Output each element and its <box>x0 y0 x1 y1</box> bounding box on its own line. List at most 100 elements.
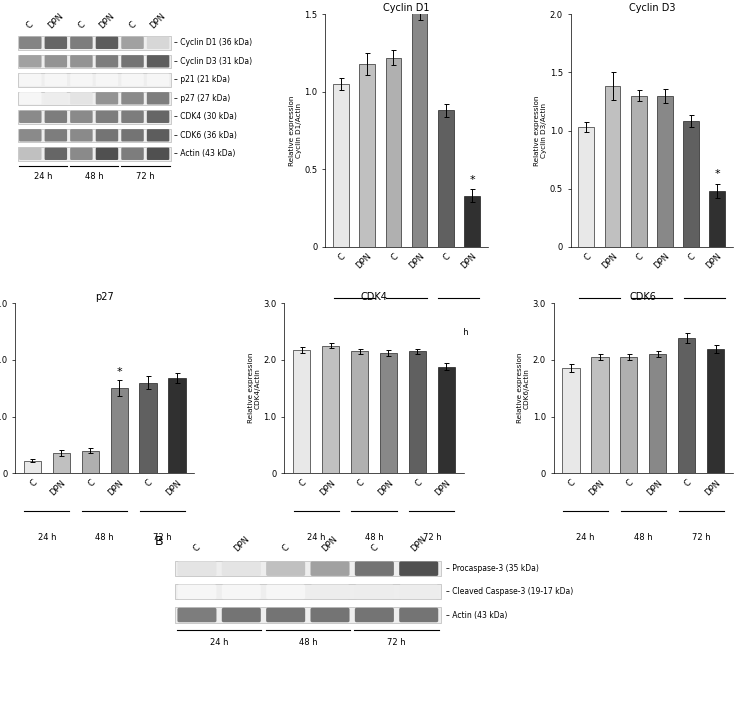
Text: 48 h: 48 h <box>85 172 103 182</box>
Y-axis label: Relative expression
Cyclin D3/Actin: Relative expression Cyclin D3/Actin <box>534 95 547 166</box>
FancyBboxPatch shape <box>121 110 144 123</box>
Text: 72 h: 72 h <box>153 533 172 542</box>
Text: C: C <box>191 543 202 553</box>
Text: 48 h: 48 h <box>643 328 661 337</box>
Title: Cyclin D3: Cyclin D3 <box>628 4 675 14</box>
Bar <box>175 585 441 600</box>
Text: 48 h: 48 h <box>298 638 317 646</box>
Text: 24 h: 24 h <box>576 533 595 542</box>
FancyBboxPatch shape <box>266 585 305 599</box>
Text: C: C <box>280 543 291 553</box>
FancyBboxPatch shape <box>266 562 305 576</box>
Bar <box>175 607 441 622</box>
Bar <box>139 382 157 473</box>
Bar <box>678 338 696 473</box>
FancyBboxPatch shape <box>45 73 67 86</box>
Bar <box>351 352 368 473</box>
Text: 24 h: 24 h <box>307 533 325 542</box>
FancyBboxPatch shape <box>96 129 118 142</box>
FancyBboxPatch shape <box>70 92 93 105</box>
FancyBboxPatch shape <box>19 147 42 160</box>
Bar <box>385 58 401 247</box>
Bar <box>578 127 594 247</box>
FancyBboxPatch shape <box>147 55 169 68</box>
FancyBboxPatch shape <box>70 147 93 160</box>
Text: 24 h: 24 h <box>345 328 364 337</box>
Bar <box>359 64 375 247</box>
FancyBboxPatch shape <box>222 562 261 576</box>
Bar <box>17 92 171 105</box>
Text: DPN: DPN <box>409 534 429 553</box>
Text: DPN: DPN <box>232 534 251 553</box>
FancyBboxPatch shape <box>96 92 118 105</box>
Text: DPN: DPN <box>320 534 340 553</box>
FancyBboxPatch shape <box>70 55 93 68</box>
Text: *: * <box>714 169 720 179</box>
Text: *: * <box>117 367 122 377</box>
Bar <box>408 352 426 473</box>
FancyBboxPatch shape <box>147 129 169 142</box>
Bar <box>438 367 455 473</box>
FancyBboxPatch shape <box>222 585 261 599</box>
Bar <box>17 129 171 142</box>
Text: – Procaspase-3 (35 kDa): – Procaspase-3 (35 kDa) <box>447 564 539 573</box>
Bar <box>465 196 480 247</box>
FancyBboxPatch shape <box>96 110 118 123</box>
FancyBboxPatch shape <box>121 129 144 142</box>
FancyBboxPatch shape <box>310 562 349 576</box>
FancyBboxPatch shape <box>19 36 42 49</box>
Text: – Actin (43 kDa): – Actin (43 kDa) <box>174 150 236 158</box>
Text: 72 h: 72 h <box>136 172 155 182</box>
FancyBboxPatch shape <box>355 608 394 622</box>
FancyBboxPatch shape <box>147 36 169 49</box>
FancyBboxPatch shape <box>70 36 93 49</box>
Text: 72 h: 72 h <box>695 328 714 337</box>
FancyBboxPatch shape <box>177 608 216 622</box>
FancyBboxPatch shape <box>19 55 42 68</box>
Bar <box>620 357 637 473</box>
Text: DPN: DPN <box>46 11 65 30</box>
FancyBboxPatch shape <box>266 608 305 622</box>
Y-axis label: Relative expression
CDK4/Actin: Relative expression CDK4/Actin <box>248 353 260 424</box>
Bar <box>709 191 725 247</box>
Bar <box>17 110 171 124</box>
Text: – CDK4 (30 kDa): – CDK4 (30 kDa) <box>174 112 237 121</box>
Bar <box>649 355 666 473</box>
Text: – Cyclin D1 (36 kDa): – Cyclin D1 (36 kDa) <box>174 38 252 47</box>
Bar <box>82 451 99 473</box>
FancyBboxPatch shape <box>399 585 438 599</box>
Text: 48 h: 48 h <box>397 328 416 337</box>
Title: CDK4: CDK4 <box>361 293 387 303</box>
Text: C: C <box>127 19 138 30</box>
Bar <box>683 121 699 247</box>
Text: 72 h: 72 h <box>387 638 406 646</box>
Bar <box>707 349 724 473</box>
FancyBboxPatch shape <box>355 562 394 576</box>
Bar <box>657 95 672 247</box>
FancyBboxPatch shape <box>177 562 216 576</box>
Text: DPN: DPN <box>97 11 117 30</box>
Text: 72 h: 72 h <box>692 533 711 542</box>
FancyBboxPatch shape <box>45 147 67 160</box>
FancyBboxPatch shape <box>147 73 169 86</box>
FancyBboxPatch shape <box>19 73 42 86</box>
Text: *: * <box>469 175 475 185</box>
Text: 72 h: 72 h <box>423 533 441 542</box>
Bar <box>333 84 349 247</box>
Text: B: B <box>155 535 163 548</box>
Y-axis label: Relative expression
CDK6/Actin: Relative expression CDK6/Actin <box>517 353 530 424</box>
FancyBboxPatch shape <box>121 36 144 49</box>
Bar <box>17 73 171 87</box>
Bar <box>380 353 397 473</box>
Bar <box>562 368 580 473</box>
Text: C: C <box>25 19 36 30</box>
FancyBboxPatch shape <box>355 585 394 599</box>
FancyBboxPatch shape <box>147 147 169 160</box>
Title: CDK6: CDK6 <box>630 293 657 303</box>
FancyBboxPatch shape <box>45 129 67 142</box>
Text: 48 h: 48 h <box>96 533 114 542</box>
Bar <box>17 55 171 68</box>
Text: 48 h: 48 h <box>634 533 652 542</box>
Y-axis label: Relative expression
Cyclin D1/Actin: Relative expression Cyclin D1/Actin <box>289 95 301 166</box>
Bar <box>438 110 453 247</box>
